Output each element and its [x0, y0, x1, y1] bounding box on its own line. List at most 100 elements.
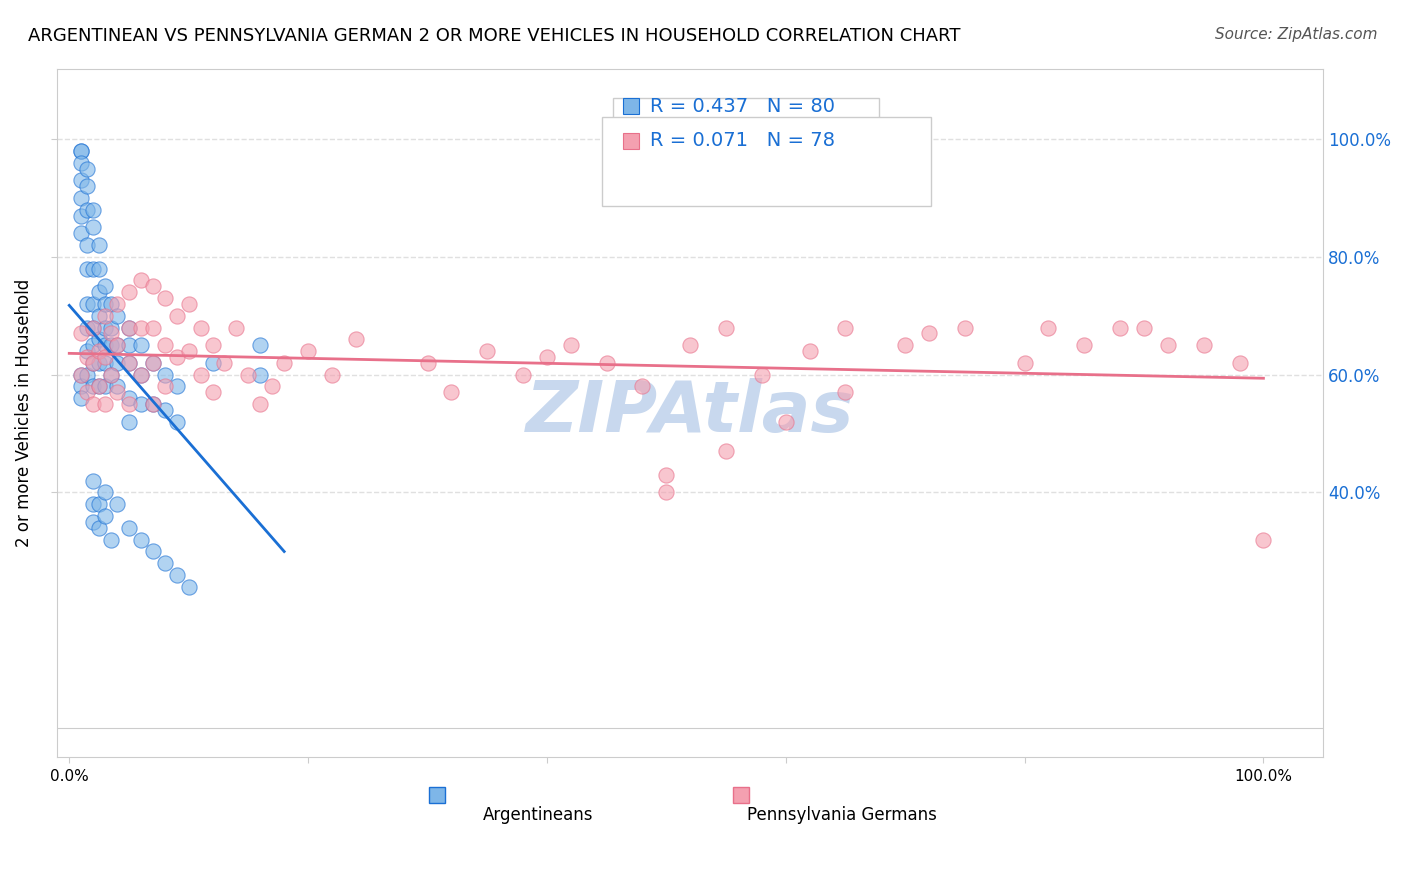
Pennsylvania Germans — [477, 344, 499, 359]
Argentineans — [153, 556, 176, 570]
Argentineans — [76, 297, 98, 311]
Pennsylvania Germans — [118, 320, 141, 334]
Pennsylvania Germans — [166, 350, 188, 364]
Argentineans — [94, 297, 117, 311]
Pennsylvania Germans — [834, 320, 856, 334]
Pennsylvania Germans — [190, 368, 212, 382]
Pennsylvania Germans — [1109, 320, 1132, 334]
Argentineans — [87, 309, 110, 323]
Argentineans — [82, 202, 104, 217]
Argentineans — [94, 320, 117, 334]
Pennsylvania Germans — [94, 350, 117, 364]
Pennsylvania Germans — [105, 338, 128, 352]
Argentineans — [82, 220, 104, 235]
Pennsylvania Germans — [416, 356, 439, 370]
Pennsylvania Germans — [76, 385, 98, 400]
Pennsylvania Germans — [953, 320, 976, 334]
Argentineans — [76, 179, 98, 194]
Pennsylvania Germans — [775, 415, 797, 429]
Argentineans — [87, 285, 110, 300]
Pennsylvania Germans — [94, 397, 117, 411]
Pennsylvania Germans — [512, 368, 534, 382]
Pennsylvania Germans — [142, 279, 165, 293]
Text: R = 0.437   N = 80: R = 0.437 N = 80 — [650, 97, 835, 116]
Argentineans — [129, 533, 152, 547]
Argentineans — [82, 497, 104, 511]
Text: 100.0%: 100.0% — [1234, 769, 1292, 784]
Argentineans — [118, 521, 141, 535]
Argentineans — [70, 155, 93, 169]
Argentineans — [70, 144, 93, 158]
Pennsylvania Germans — [76, 350, 98, 364]
Pennsylvania Germans — [440, 385, 463, 400]
Text: Source: ZipAtlas.com: Source: ZipAtlas.com — [1215, 27, 1378, 42]
Pennsylvania Germans — [1157, 338, 1180, 352]
Argentineans — [94, 379, 117, 393]
Pennsylvania Germans — [297, 344, 319, 359]
Argentineans — [105, 356, 128, 370]
Pennsylvania Germans — [166, 309, 188, 323]
Argentineans — [142, 397, 165, 411]
Argentineans — [118, 320, 141, 334]
Pennsylvania Germans — [70, 326, 93, 341]
Pennsylvania Germans — [321, 368, 343, 382]
Argentineans — [87, 497, 110, 511]
Pennsylvania Germans — [100, 326, 122, 341]
Argentineans — [70, 368, 93, 382]
Pennsylvania Germans — [142, 356, 165, 370]
Argentineans — [166, 379, 188, 393]
Argentineans — [87, 261, 110, 276]
Pennsylvania Germans — [262, 379, 284, 393]
Pennsylvania Germans — [714, 444, 737, 458]
Argentineans — [76, 344, 98, 359]
Argentineans — [70, 391, 93, 405]
Pennsylvania Germans — [1014, 356, 1036, 370]
Pennsylvania Germans — [918, 326, 941, 341]
Argentineans — [87, 238, 110, 252]
Pennsylvania Germans — [100, 368, 122, 382]
Pennsylvania Germans — [87, 379, 110, 393]
Argentineans — [87, 332, 110, 346]
Pennsylvania Germans — [142, 320, 165, 334]
Argentineans — [87, 356, 110, 370]
Pennsylvania Germans — [153, 338, 176, 352]
Pennsylvania Germans — [249, 397, 271, 411]
Pennsylvania Germans — [536, 350, 558, 364]
Argentineans — [177, 580, 200, 594]
Argentineans — [166, 415, 188, 429]
Pennsylvania Germans — [82, 320, 104, 334]
Argentineans — [82, 297, 104, 311]
Argentineans — [82, 261, 104, 276]
Argentineans — [76, 202, 98, 217]
Argentineans — [129, 368, 152, 382]
Argentineans — [94, 508, 117, 523]
Argentineans — [94, 485, 117, 500]
Pennsylvania Germans — [82, 397, 104, 411]
Pennsylvania Germans — [1192, 338, 1215, 352]
Argentineans — [82, 356, 104, 370]
Pennsylvania Germans — [201, 338, 224, 352]
Argentineans — [249, 338, 271, 352]
FancyBboxPatch shape — [602, 117, 931, 206]
Pennsylvania Germans — [631, 379, 654, 393]
Pennsylvania Germans — [1229, 356, 1251, 370]
Argentineans — [70, 379, 93, 393]
Pennsylvania Germans — [714, 320, 737, 334]
Pennsylvania Germans — [799, 344, 821, 359]
Argentineans — [82, 320, 104, 334]
Pennsylvania Germans — [225, 320, 247, 334]
Argentineans — [94, 338, 117, 352]
Pennsylvania Germans — [105, 297, 128, 311]
Text: ARGENTINEAN VS PENNSYLVANIA GERMAN 2 OR MORE VEHICLES IN HOUSEHOLD CORRELATION C: ARGENTINEAN VS PENNSYLVANIA GERMAN 2 OR … — [28, 27, 960, 45]
Argentineans — [82, 379, 104, 393]
Argentineans — [70, 144, 93, 158]
Pennsylvania Germans — [70, 368, 93, 382]
Argentineans — [82, 515, 104, 529]
Pennsylvania Germans — [655, 485, 678, 500]
Pennsylvania Germans — [129, 320, 152, 334]
Pennsylvania Germans — [238, 368, 260, 382]
Pennsylvania Germans — [142, 397, 165, 411]
Argentineans — [166, 567, 188, 582]
Argentineans — [118, 415, 141, 429]
Pennsylvania Germans — [679, 338, 702, 352]
